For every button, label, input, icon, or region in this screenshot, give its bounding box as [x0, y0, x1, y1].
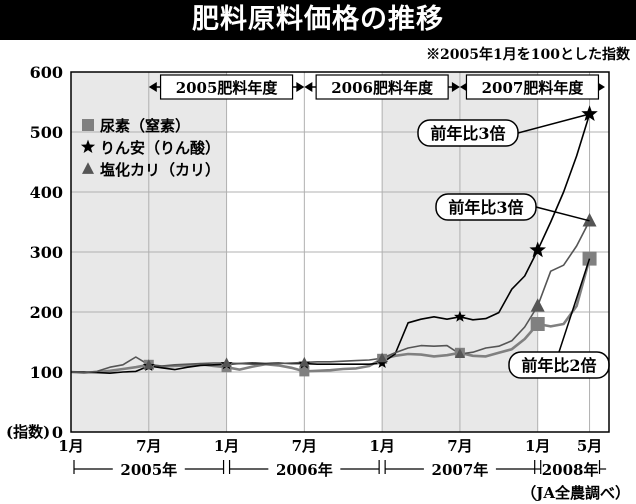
- fiscal-year-3: 2007肥料年度: [459, 74, 605, 100]
- annotation-label: 前年比2倍: [521, 356, 596, 375]
- legend-item-urea: 尿素（窒素）: [82, 117, 190, 135]
- fiscal-year-label: 2007肥料年度: [482, 79, 585, 97]
- arrowhead-left: [148, 82, 157, 92]
- data-point-dap: [376, 356, 388, 368]
- x-tick-label: 7月: [292, 437, 317, 455]
- x-tick-label: 5月: [577, 437, 602, 455]
- annotation-label: 前年比3倍: [430, 124, 505, 143]
- annotation-leader: [517, 113, 590, 134]
- year-label: 2006年: [276, 461, 333, 479]
- year-label: 2007年: [432, 461, 489, 479]
- x-tick-label: 7月: [447, 437, 472, 455]
- x-tick-label: 1月: [58, 437, 83, 455]
- y-tick-label: 400: [30, 183, 63, 202]
- legend-item-potash: 塩化カリ（カリ）: [82, 161, 220, 179]
- data-point-urea: [221, 362, 232, 373]
- annotation-leader: [558, 258, 591, 353]
- data-point-dap: [529, 241, 546, 258]
- x-tick-label: 1月: [525, 437, 550, 455]
- y-tick-label: 300: [30, 243, 63, 262]
- series-line-potash: [70, 220, 591, 374]
- fiscal-label-box: [315, 74, 449, 100]
- y-axis-label: (指数): [6, 423, 50, 441]
- annotation-3: 前年比2倍: [508, 258, 610, 379]
- annotation-2: 前年比3倍: [435, 193, 590, 222]
- chart-title: 肥料原料価格の推移: [192, 4, 444, 35]
- year-label: 2005年: [120, 461, 177, 479]
- year-label: 2008年: [542, 461, 599, 479]
- annotation-leader: [535, 206, 590, 222]
- series-line-dap: [71, 113, 591, 375]
- arrowhead-right: [451, 82, 460, 92]
- year-bracket: 2007年: [384, 460, 536, 479]
- year-bracket: 2008年: [534, 460, 607, 479]
- legend-marker: [82, 119, 94, 131]
- annotation-label: 前年比3倍: [448, 198, 523, 217]
- data-point-potash: [299, 356, 310, 367]
- series-lines: [70, 113, 591, 375]
- source-note: （JA全農調べ）: [521, 484, 630, 502]
- annotation-box: [417, 119, 519, 147]
- x-tick-label: 7月: [136, 437, 161, 455]
- y-tick-label: 600: [30, 63, 63, 82]
- title-bar: 肥料原料価格の推移: [0, 0, 636, 40]
- data-point-potash: [530, 298, 545, 312]
- y-tick-label: 500: [30, 123, 63, 142]
- fiscal-label-box: [159, 74, 294, 100]
- y-tick-label: 100: [30, 363, 63, 382]
- data-point-urea: [299, 366, 310, 377]
- x-tick-label: 1月: [214, 437, 239, 455]
- y-tick-label: 0: [52, 423, 63, 442]
- y-tick-label: 200: [30, 303, 63, 322]
- plot-frame: [70, 71, 610, 433]
- year-bracket: 2005年: [73, 460, 225, 479]
- fiscal-year-2: 2006肥料年度: [304, 74, 460, 100]
- legend-item-dap: りん安（りん酸）: [80, 139, 220, 157]
- legend-label: 尿素（窒素）: [100, 117, 190, 135]
- fiscal-year-labels: 2005肥料年度 2006肥料年度 2007肥料年度: [148, 74, 605, 100]
- legend: 尿素（窒素） りん安（りん酸） 塩化カリ（カリ）: [80, 117, 220, 179]
- legend-marker: [82, 162, 94, 174]
- data-point-potash: [377, 352, 388, 363]
- x-tick-label: 1月: [369, 437, 394, 455]
- fiscal-year-label: 2005肥料年度: [176, 79, 279, 97]
- fiscal-year-label: 2006肥料年度: [331, 79, 434, 97]
- arrowhead-left: [304, 82, 313, 92]
- data-point-potash: [221, 357, 232, 368]
- data-point-potash: [582, 212, 597, 227]
- legend-label: 塩化カリ（カリ）: [100, 161, 220, 179]
- data-point-potash: [143, 359, 154, 369]
- legend-label: りん安（りん酸）: [100, 139, 220, 157]
- data-point-potash: [454, 348, 465, 359]
- data-point-dap: [581, 105, 598, 121]
- annotation-box: [435, 193, 537, 221]
- data-point-dap: [454, 310, 466, 322]
- arrowhead-right: [296, 82, 305, 92]
- fiscal-label-box: [465, 74, 600, 100]
- axes: 0 100 200 300 400 500 600 (指数) 1月 7月 1月 7月 1月 7月 1月 5月 2…: [6, 63, 630, 502]
- data-point-urea: [530, 317, 545, 331]
- fiscal-year-1: 2005肥料年度: [148, 74, 305, 100]
- annotation-1: 前年比3倍: [417, 113, 590, 147]
- index-note: ※2005年1月を100とした指数: [426, 47, 630, 63]
- year-bracket: 2006年: [228, 460, 380, 479]
- legend-marker: [80, 139, 96, 153]
